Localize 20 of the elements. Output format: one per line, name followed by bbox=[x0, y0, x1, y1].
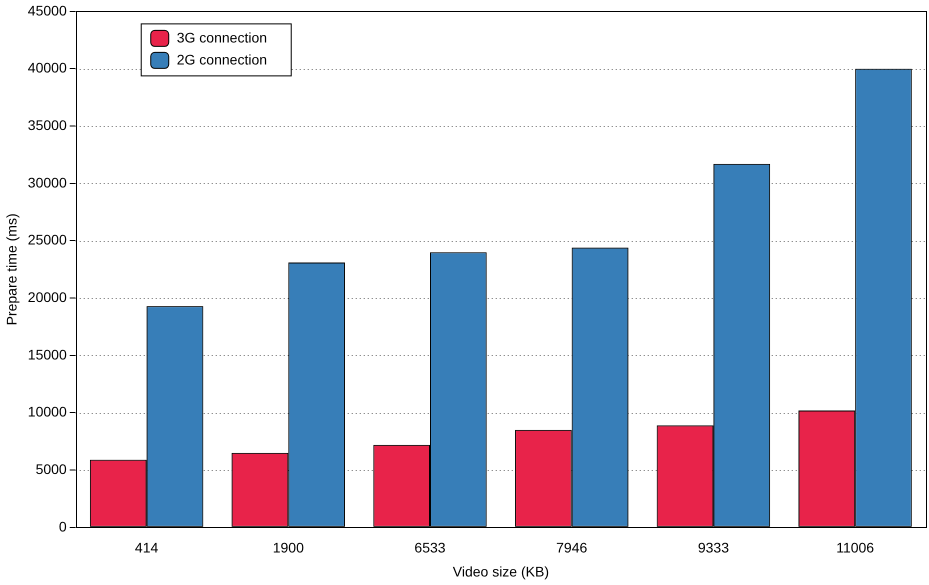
y-tick-label: 35000 bbox=[28, 116, 67, 133]
x-tick-label: 1900 bbox=[272, 540, 304, 556]
y-tick-label: 5000 bbox=[36, 460, 67, 477]
y-tick-label: 10000 bbox=[28, 404, 67, 420]
y-tick-label: 0 bbox=[58, 518, 67, 534]
x-tick-label: 9333 bbox=[698, 540, 730, 556]
y-tick-label: 15000 bbox=[28, 346, 67, 362]
legend-label: 3G connection bbox=[176, 29, 268, 46]
y-tick-label: 30000 bbox=[28, 174, 67, 190]
y-tick-label: 20000 bbox=[28, 288, 67, 305]
y-tick-label: 45000 bbox=[28, 2, 67, 18]
x-tick-label: 6533 bbox=[414, 540, 446, 556]
legend-label: 2G connection bbox=[176, 51, 268, 68]
x-tick-label: 11006 bbox=[836, 540, 874, 556]
x-tick-label: 7946 bbox=[556, 540, 588, 556]
y-tick-label: 40000 bbox=[28, 60, 67, 76]
y-axis-title: Prepare time (ms) bbox=[3, 213, 20, 326]
y-tick-label: 25000 bbox=[28, 232, 67, 248]
x-tick-label: 414 bbox=[134, 540, 158, 556]
x-axis-title: Video size (KB) bbox=[452, 563, 549, 580]
